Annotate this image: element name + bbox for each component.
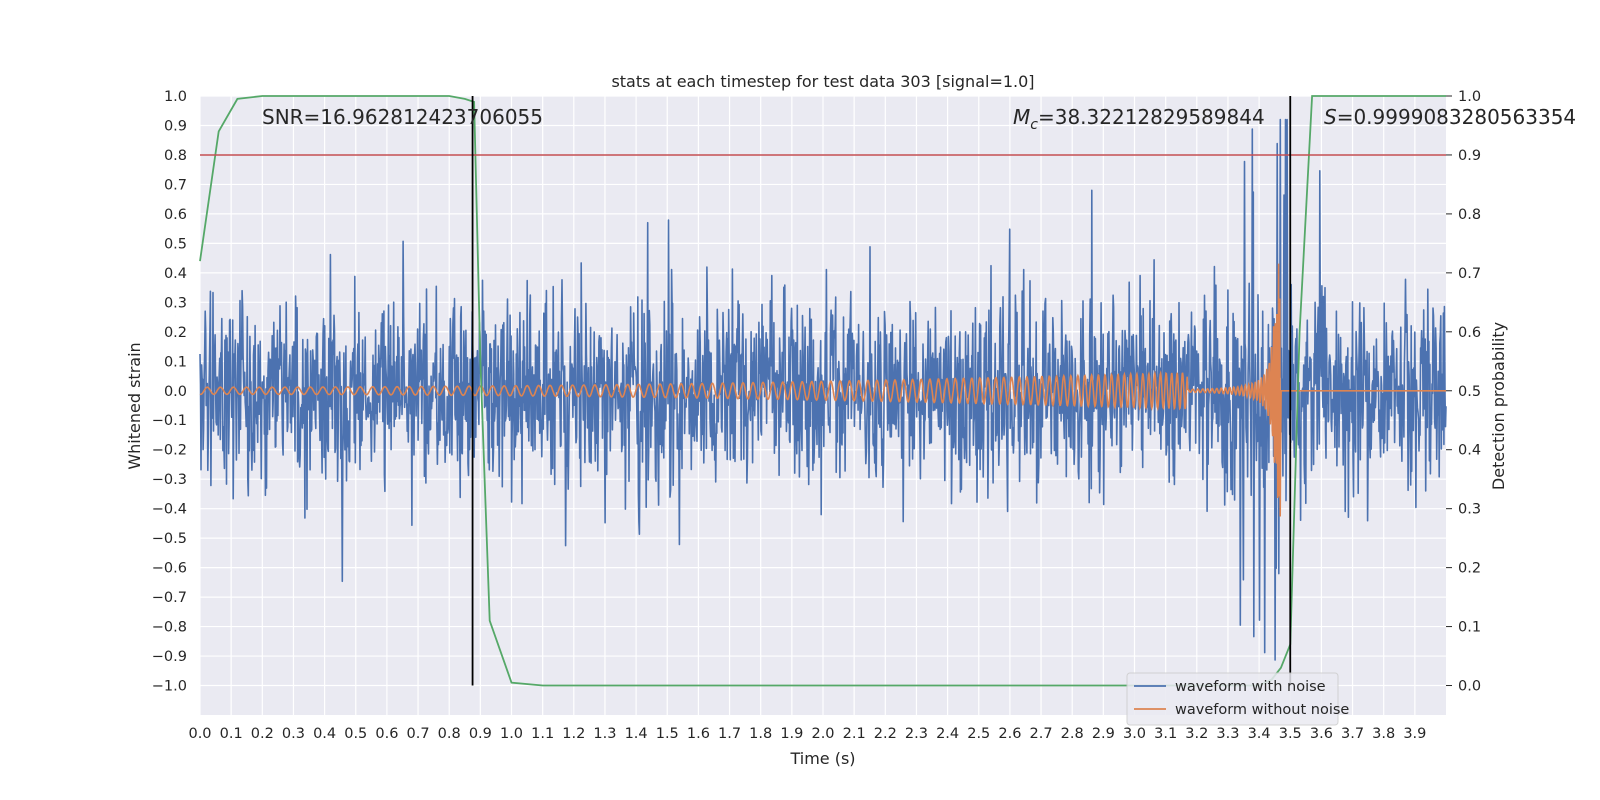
- y-right-tick-label: 0.3: [1458, 502, 1481, 518]
- y-right-tick-label: 0.6: [1458, 325, 1481, 341]
- x-tick-label: 3.4: [1248, 726, 1271, 742]
- snr-annotation: SNR=16.962812423706055: [262, 105, 543, 129]
- mc-annotation: Mc=38.32212829589844: [1013, 105, 1265, 133]
- s-value: =0.9999083280563354: [1337, 105, 1576, 129]
- y-left-tick-label: −0.9: [152, 649, 187, 665]
- y-left-tick-label: 0.6: [164, 207, 187, 223]
- x-tick-label: 1.2: [562, 726, 585, 742]
- series-waveform-without-noise: [199, 263, 1446, 517]
- x-tick-label: 2.9: [1092, 726, 1115, 742]
- y-left-tick-label: 0.7: [164, 177, 187, 193]
- x-tick-label: 3.2: [1185, 726, 1208, 742]
- x-tick-label: 3.7: [1341, 726, 1364, 742]
- y-left-tick-label: 0.0: [164, 384, 187, 400]
- y-left-tick-label: −1.0: [152, 679, 187, 695]
- y-left-tick-label: 0.9: [164, 118, 187, 134]
- x-tick-label: 1.0: [500, 726, 523, 742]
- vertical-markers: [471, 96, 1292, 686]
- chart-title: stats at each timestep for test data 303…: [611, 72, 1034, 91]
- x-tick-label: 2.6: [998, 726, 1021, 742]
- x-tick-label: 3.9: [1403, 726, 1426, 742]
- x-tick-label: 2.4: [936, 726, 959, 742]
- y-left-tick-label: 1.0: [164, 89, 187, 105]
- mc-symbol: M: [1013, 105, 1030, 129]
- y-left-tick-label: −0.8: [152, 620, 187, 636]
- y-left-tick-label: −0.1: [152, 413, 187, 429]
- x-tick-label: 1.7: [718, 726, 741, 742]
- y-left-tick-label: −0.3: [152, 472, 187, 488]
- y-left-tick-label: −0.6: [152, 561, 187, 577]
- chirp-line: [199, 263, 1446, 517]
- y-right-tick-labels: 1.0 0.9 0.8 0.7 0.6 0.5 0.4 0.3 0.2 0.1 0.0: [1446, 89, 1481, 695]
- x-tick-label: 1.8: [749, 726, 772, 742]
- probability-line: [199, 95, 1446, 687]
- mc-value: =38.32212829589844: [1038, 105, 1265, 129]
- y-left-tick-label: −0.5: [152, 531, 187, 547]
- y-right-tick-label: 0.5: [1458, 384, 1481, 400]
- x-tick-label: 1.3: [593, 726, 616, 742]
- series-waveform-with-noise: [199, 118, 1447, 661]
- x-axis-label: Time (s): [789, 749, 855, 768]
- x-tick-label: 2.1: [843, 726, 866, 742]
- x-tick-label: 2.2: [874, 726, 897, 742]
- y-left-tick-label: 0.5: [164, 236, 187, 252]
- s-annotation: S=0.9999083280563354: [1324, 105, 1576, 129]
- x-tick-label: 0.6: [375, 726, 398, 742]
- legend: waveform with noise waveform without noi…: [1126, 672, 1349, 726]
- mc-subscript: c: [1030, 117, 1038, 133]
- y-right-axis-label: Detection probability: [1489, 322, 1508, 490]
- y-left-tick-label: −0.2: [152, 443, 187, 459]
- x-tick-label: 3.1: [1154, 726, 1177, 742]
- x-tick-label: 0.4: [313, 726, 336, 742]
- y-right-tick-label: 0.8: [1458, 207, 1481, 223]
- x-tick-label: 1.4: [625, 726, 648, 742]
- x-tick-label: 0.3: [282, 726, 305, 742]
- legend-box: [1126, 672, 1339, 726]
- legend-label-noise: waveform with noise: [1175, 679, 1326, 695]
- y-right-tick-label: 0.1: [1458, 620, 1481, 636]
- series-detection-probability: [199, 95, 1446, 687]
- s-symbol: S: [1324, 105, 1337, 129]
- x-tick-label: 1.1: [531, 726, 554, 742]
- x-tick-label: 3.3: [1216, 726, 1239, 742]
- y-right-tick-label: 0.7: [1458, 266, 1481, 282]
- x-tick-label: 3.8: [1372, 726, 1395, 742]
- y-left-tick-labels: 1.0 0.9 0.8 0.7 0.6 0.5 0.4 0.3 0.2 0.1 0.0 −0.1 −0.…: [152, 89, 187, 695]
- y-left-tick-label: −0.4: [152, 502, 187, 518]
- x-tick-label: 0.0: [188, 726, 211, 742]
- x-tick-label: 2.3: [905, 726, 928, 742]
- x-tick-label: 3.5: [1279, 726, 1302, 742]
- x-tick-label: 1.6: [687, 726, 710, 742]
- x-tick-label: 3.0: [1123, 726, 1146, 742]
- x-tick-label: 1.5: [656, 726, 679, 742]
- y-left-tick-label: 0.2: [164, 325, 187, 341]
- x-tick-label: 0.7: [407, 726, 430, 742]
- x-tick-label: 1.9: [780, 726, 803, 742]
- y-left-tick-label: 0.3: [164, 295, 187, 311]
- noise-line: [199, 118, 1447, 661]
- x-tick-label: 0.2: [251, 726, 274, 742]
- x-tick-label: 2.0: [811, 726, 834, 742]
- x-tick-label: 0.8: [438, 726, 461, 742]
- y-right-tick-label: 0.2: [1458, 561, 1481, 577]
- legend-label-clean: waveform without noise: [1175, 702, 1349, 718]
- y-left-tick-label: 0.1: [164, 354, 187, 370]
- y-left-tick-label: −0.7: [152, 590, 187, 606]
- y-right-tick-label: 0.0: [1458, 679, 1481, 695]
- y-right-tick-label: 0.9: [1458, 148, 1481, 164]
- x-tick-label: 2.5: [967, 726, 990, 742]
- x-tick-label: 0.5: [344, 726, 367, 742]
- y-left-axis-label: Whitened strain: [125, 342, 144, 469]
- y-left-tick-label: 0.4: [164, 266, 187, 282]
- y-right-tick-label: 0.4: [1458, 443, 1481, 459]
- x-tick-label: 0.9: [469, 726, 492, 742]
- y-right-tick-label: 1.0: [1458, 89, 1481, 105]
- x-tick-labels: 0.0 0.1 0.2 0.3 0.4 0.5 0.6 0.7 0.8 0.9 1.0 1.1 1.2 1…: [188, 726, 1426, 742]
- x-tick-label: 0.1: [220, 726, 243, 742]
- x-tick-label: 3.6: [1310, 726, 1333, 742]
- x-tick-label: 2.7: [1030, 726, 1053, 742]
- x-tick-label: 2.8: [1061, 726, 1084, 742]
- y-left-tick-label: 0.8: [164, 148, 187, 164]
